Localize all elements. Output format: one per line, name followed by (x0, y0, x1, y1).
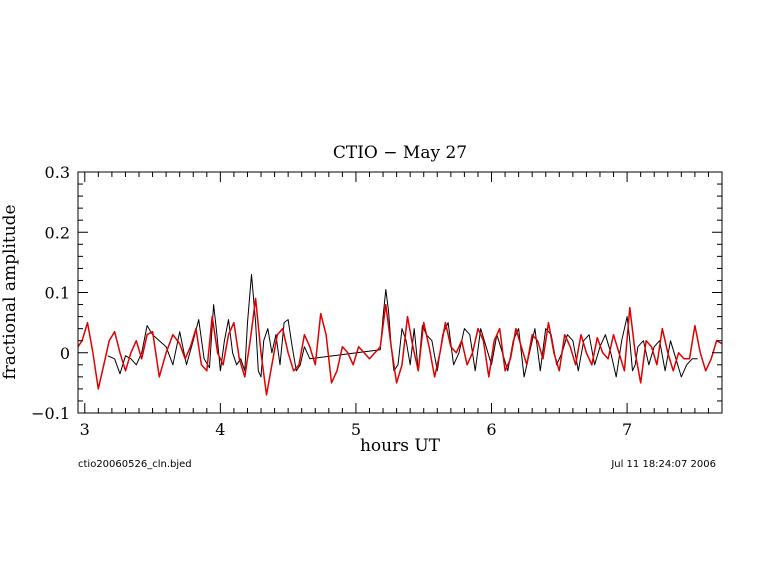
x-tick-label: 3 (80, 420, 90, 439)
source-filename: ctio20060526_cln.bjed (78, 459, 192, 470)
y-tick-label: 0.1 (45, 284, 70, 303)
x-tick-label: 4 (215, 420, 225, 439)
x-tick-label: 6 (486, 420, 496, 439)
y-tick-label: −0.1 (31, 404, 70, 423)
y-tick-label: 0.3 (45, 163, 70, 182)
x-tick-label: 5 (351, 420, 361, 439)
x-tick-label: 7 (622, 420, 632, 439)
plot-frame (77, 171, 723, 414)
timestamp: Jul 11 18:24:07 2006 (610, 459, 716, 470)
x-axis-title: hours UT (360, 436, 441, 456)
chart-title: CTIO − May 27 (333, 143, 467, 163)
series-line-2 (78, 297, 722, 396)
y-axis-title: fractional amplitude (0, 204, 20, 379)
y-tick-label: 0.2 (45, 223, 70, 242)
y-tick-label: 0 (60, 344, 70, 363)
